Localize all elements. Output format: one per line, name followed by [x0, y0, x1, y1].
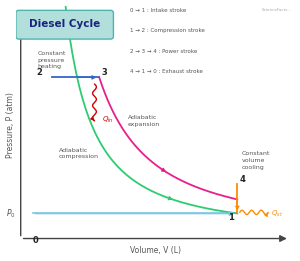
Text: Constant
pressure
heating: Constant pressure heating [38, 51, 66, 69]
Text: 1 → 2 : Compression stroke: 1 → 2 : Compression stroke [130, 28, 205, 33]
Y-axis label: Pressure, P (atm): Pressure, P (atm) [6, 92, 15, 158]
Text: 4: 4 [240, 175, 246, 184]
Text: 2: 2 [36, 68, 42, 77]
Text: 4 → 1 → 0 : Exhaust stroke: 4 → 1 → 0 : Exhaust stroke [130, 69, 203, 74]
Text: Diesel Cycle: Diesel Cycle [29, 20, 100, 29]
Text: $P_0$: $P_0$ [6, 207, 16, 220]
Text: $Q_{st}$: $Q_{st}$ [271, 208, 283, 218]
Text: 2 → 3 → 4 : Power stroke: 2 → 3 → 4 : Power stroke [130, 49, 197, 54]
FancyBboxPatch shape [16, 10, 113, 39]
Text: 1: 1 [228, 213, 234, 222]
Text: Adiabatic
compression: Adiabatic compression [59, 148, 99, 159]
Text: 0 → 1 : Intake stroke: 0 → 1 : Intake stroke [130, 8, 186, 13]
Text: Adiabatic
expansion: Adiabatic expansion [128, 115, 160, 127]
Text: 3: 3 [102, 68, 107, 77]
X-axis label: Volume, V (L): Volume, V (L) [130, 246, 181, 256]
Text: ScienceFacts...: ScienceFacts... [262, 8, 292, 12]
Text: $Q_{in}$: $Q_{in}$ [102, 114, 113, 124]
Text: 0: 0 [33, 236, 38, 245]
Text: Constant
volume
cooling: Constant volume cooling [242, 151, 271, 170]
